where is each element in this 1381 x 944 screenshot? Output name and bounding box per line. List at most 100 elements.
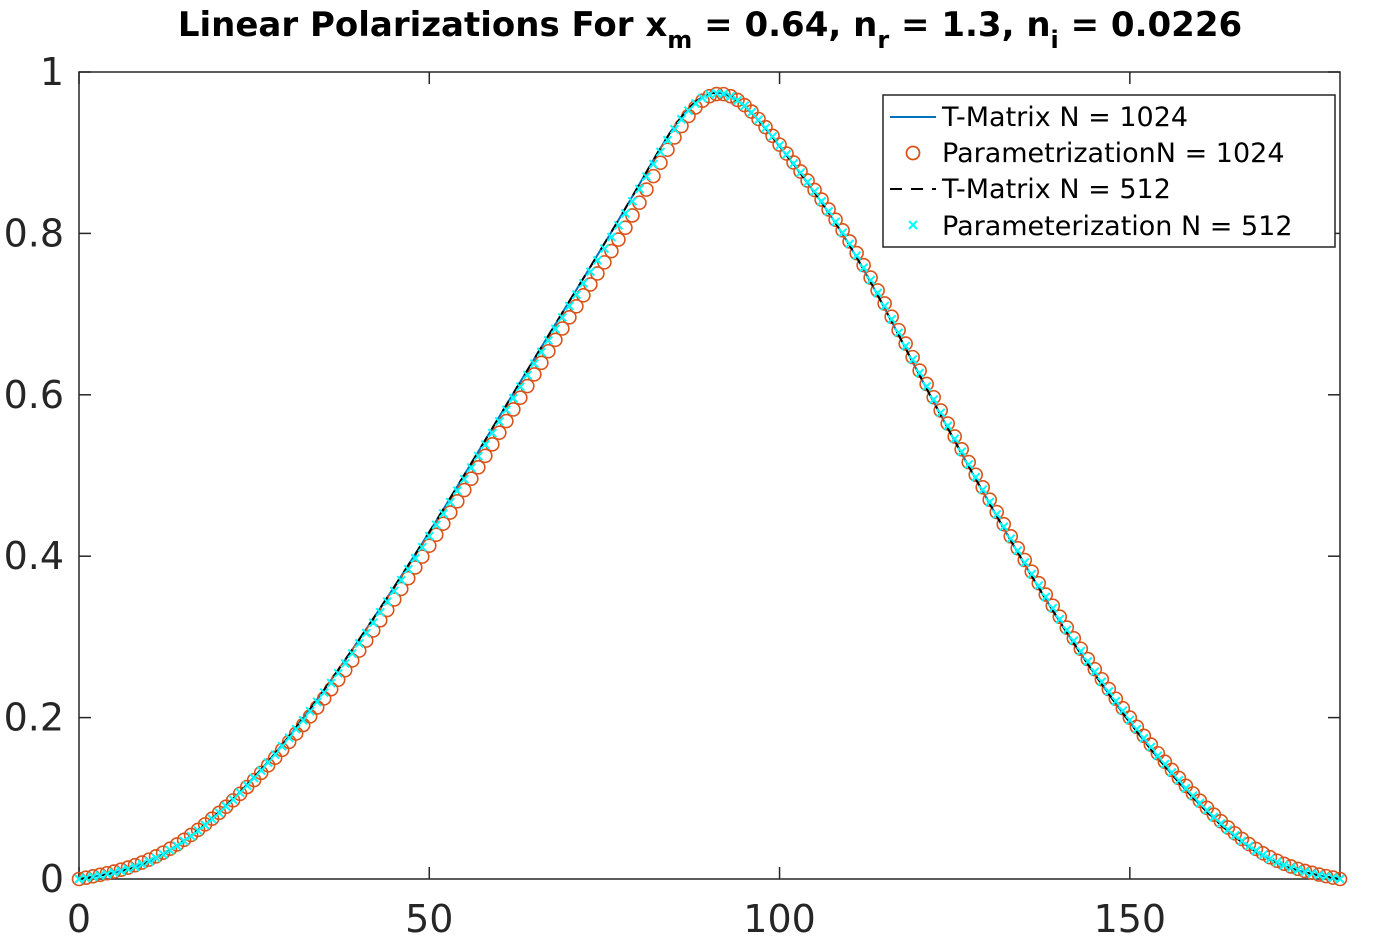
data-point-circle [786, 155, 801, 170]
y-tick-label: 0.6 [4, 373, 64, 417]
data-point-x [978, 484, 988, 495]
y-tick-label: 1 [40, 50, 64, 94]
data-point-x [627, 196, 638, 207]
data-point-x [809, 186, 820, 197]
data-point-x [1034, 580, 1044, 591]
data-point-x [914, 368, 925, 378]
data-point-x [599, 244, 610, 254]
data-point-circle [814, 192, 829, 207]
data-point-circle [849, 245, 864, 261]
data-point-x [613, 220, 624, 231]
legend-swatch-x-marker [908, 220, 918, 230]
data-point-x [781, 149, 792, 160]
data-point-x [1076, 646, 1086, 656]
data-point-x [1258, 850, 1268, 860]
data-point-x [1069, 635, 1079, 646]
data-point-x [361, 628, 371, 638]
data-point-x [963, 459, 974, 470]
data-point-x [732, 95, 743, 106]
data-point-circle [975, 479, 991, 495]
data-point-x [767, 131, 778, 142]
data-point-x [326, 678, 336, 688]
data-point-x [606, 232, 617, 242]
data-point-circle [905, 349, 920, 365]
data-point-x [333, 668, 343, 679]
data-point-x [1251, 846, 1261, 856]
data-point-circle [1108, 691, 1124, 707]
data-point-x [823, 206, 834, 217]
data-point-x [305, 706, 315, 716]
data-point-x [431, 520, 441, 530]
data-point-x [1244, 841, 1254, 851]
legend-label-parametrization-1024: ParametrizationN = 1024 [942, 138, 1285, 169]
plot-frame [78, 71, 1341, 880]
data-point-circle [723, 88, 738, 104]
data-point-x [893, 327, 904, 338]
data-point-x [900, 341, 911, 351]
data-point-x [788, 158, 799, 169]
x-tick-label: 100 [743, 897, 816, 941]
data-point-x [585, 267, 596, 277]
data-point-x [907, 354, 918, 365]
data-point-x [186, 831, 196, 841]
data-point-x [347, 648, 357, 659]
data-point-circle [765, 128, 780, 144]
data-point-x [214, 808, 224, 818]
data-point-circle [618, 220, 633, 236]
data-point-x [1265, 854, 1275, 864]
data-point-x [396, 575, 406, 585]
data-point-circle [828, 212, 843, 227]
data-point-circle [926, 389, 941, 405]
data-point-x [662, 135, 673, 145]
data-point-x [725, 91, 736, 102]
data-point-x [515, 381, 526, 392]
data-point-x [648, 159, 659, 169]
data-point-x [74, 874, 84, 884]
data-point-x [971, 472, 981, 482]
data-point-circle [1248, 841, 1264, 857]
data-point-x [1202, 805, 1212, 815]
data-point-x [123, 864, 133, 874]
data-point-circle [1052, 609, 1068, 625]
x-tick-label: 150 [1094, 897, 1167, 941]
data-point-x [158, 849, 168, 859]
data-point-x [802, 177, 813, 187]
data-point-x [319, 687, 329, 698]
data-point-x [1230, 830, 1240, 841]
data-point-circle [660, 142, 675, 158]
data-point-x [368, 618, 378, 628]
data-point-x [354, 638, 364, 649]
data-point-x [277, 741, 287, 751]
data-point-x [312, 697, 322, 707]
data-point-x [88, 872, 98, 882]
x-tick-label: 0 [67, 897, 91, 941]
legend-box [882, 94, 1336, 248]
data-point-x [949, 434, 960, 444]
data-point-x [501, 405, 512, 415]
data-point-x [1237, 836, 1247, 846]
data-point-x [1125, 715, 1135, 725]
data-point-x [718, 89, 729, 99]
data-point-x [928, 394, 939, 405]
data-point-x [1111, 696, 1121, 706]
data-point-circle [800, 173, 815, 188]
data-point-x [1048, 603, 1058, 613]
data-point-x [438, 508, 448, 519]
data-point-x [879, 301, 890, 311]
data-point-x [473, 451, 484, 461]
data-point-x [1090, 666, 1100, 677]
data-point-x [522, 370, 533, 380]
data-point-x [137, 859, 147, 869]
data-point-x [144, 856, 154, 866]
data-point-x [1181, 783, 1191, 793]
data-point-x [284, 733, 294, 743]
data-point-x [669, 124, 680, 135]
data-point-circle [372, 612, 388, 628]
legend-label-tmatrix-512: T-Matrix N = 512 [941, 174, 1171, 205]
data-point-x [487, 428, 498, 438]
data-point-x [1293, 865, 1303, 875]
data-point-circle [1255, 845, 1271, 861]
data-point-x [921, 381, 932, 392]
data-point-x [1272, 857, 1282, 867]
